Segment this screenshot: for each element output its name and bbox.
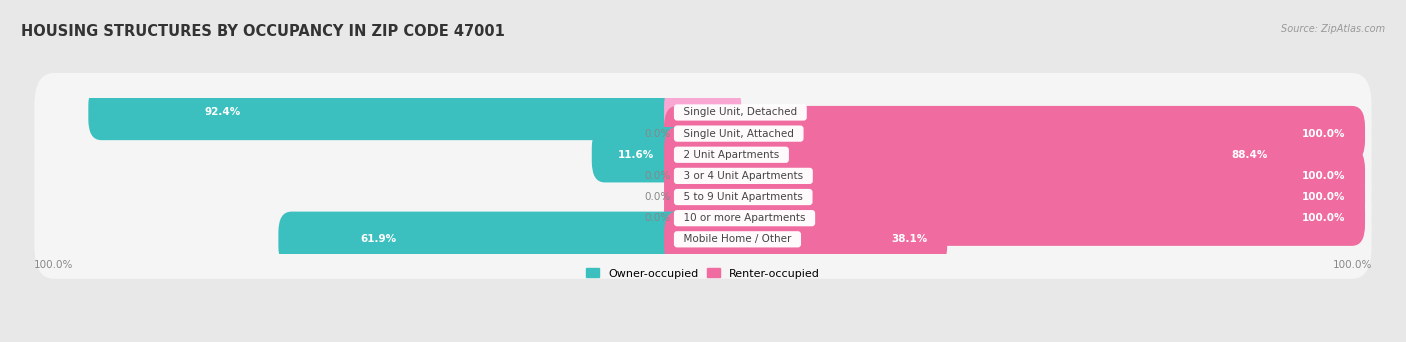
Text: 0.0%: 0.0% [644, 213, 671, 223]
Text: 0.0%: 0.0% [644, 171, 671, 181]
Text: Mobile Home / Other: Mobile Home / Other [678, 234, 799, 244]
Text: Single Unit, Attached: Single Unit, Attached [678, 129, 800, 139]
FancyBboxPatch shape [664, 127, 1286, 182]
Text: 3 or 4 Unit Apartments: 3 or 4 Unit Apartments [678, 171, 810, 181]
FancyBboxPatch shape [35, 115, 1371, 194]
FancyBboxPatch shape [664, 212, 948, 267]
Text: 5 to 9 Unit Apartments: 5 to 9 Unit Apartments [678, 192, 810, 202]
Text: 100.0%: 100.0% [1302, 129, 1346, 139]
Text: 88.4%: 88.4% [1230, 150, 1267, 160]
FancyBboxPatch shape [664, 106, 1365, 161]
FancyBboxPatch shape [664, 169, 1365, 225]
Text: 38.1%: 38.1% [891, 234, 928, 244]
FancyBboxPatch shape [35, 94, 1371, 173]
FancyBboxPatch shape [664, 190, 1365, 246]
FancyBboxPatch shape [35, 158, 1371, 237]
FancyBboxPatch shape [35, 136, 1371, 215]
Text: Single Unit, Detached: Single Unit, Detached [678, 107, 804, 117]
FancyBboxPatch shape [89, 85, 690, 140]
FancyBboxPatch shape [278, 212, 690, 267]
Text: 100.0%: 100.0% [1302, 192, 1346, 202]
Text: 100.0%: 100.0% [1302, 213, 1346, 223]
Text: HOUSING STRUCTURES BY OCCUPANCY IN ZIP CODE 47001: HOUSING STRUCTURES BY OCCUPANCY IN ZIP C… [21, 24, 505, 39]
FancyBboxPatch shape [35, 179, 1371, 258]
Text: Source: ZipAtlas.com: Source: ZipAtlas.com [1281, 24, 1385, 34]
FancyBboxPatch shape [35, 200, 1371, 279]
FancyBboxPatch shape [664, 148, 1365, 203]
Text: 61.9%: 61.9% [361, 234, 396, 244]
Text: 0.0%: 0.0% [644, 129, 671, 139]
Text: 7.6%: 7.6% [735, 107, 761, 117]
FancyBboxPatch shape [35, 73, 1371, 152]
Text: 92.4%: 92.4% [205, 107, 242, 117]
Text: 11.6%: 11.6% [617, 150, 654, 160]
Text: 100.0%: 100.0% [1302, 171, 1346, 181]
Text: 10 or more Apartments: 10 or more Apartments [678, 213, 813, 223]
Text: 0.0%: 0.0% [644, 192, 671, 202]
Text: 2 Unit Apartments: 2 Unit Apartments [678, 150, 786, 160]
Legend: Owner-occupied, Renter-occupied: Owner-occupied, Renter-occupied [581, 264, 825, 283]
FancyBboxPatch shape [592, 127, 690, 182]
FancyBboxPatch shape [664, 85, 741, 140]
